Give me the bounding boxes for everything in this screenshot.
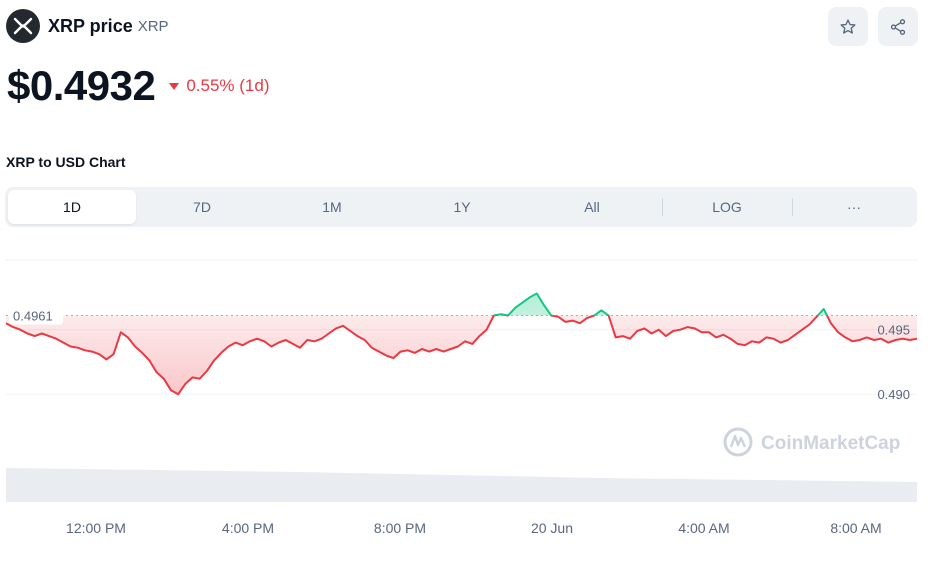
star-icon (840, 18, 856, 34)
y-tick-label: 0.495 (877, 323, 910, 338)
price-line-down (5, 315, 918, 396)
share-icon (890, 18, 906, 35)
tab-1d[interactable]: 1D (8, 190, 136, 224)
coin-symbol: XRP (137, 17, 169, 35)
price-lines (5, 292, 918, 396)
coinmarketcap-logo-icon (723, 427, 753, 457)
price-chart[interactable]: CoinMarketCap 0.4961 0.495 0.490 12:00 PM… (0, 250, 930, 565)
chart-range-tabs: 1D 7D 1M 1Y All LOG ··· (5, 187, 917, 227)
coinmarketcap-watermark: CoinMarketCap (723, 427, 900, 457)
watermark-text: CoinMarketCap (761, 433, 900, 454)
caret-down-icon (169, 82, 180, 90)
chart-fill-areas (6, 293, 917, 395)
price-change-text: 0.55% (1d) (186, 76, 270, 95)
tab-divider (662, 198, 663, 216)
log-scale-button[interactable]: LOG (712, 199, 742, 215)
more-options-button[interactable]: ··· (847, 199, 861, 215)
tab-1y[interactable]: 1Y (453, 199, 471, 215)
reference-label-text: 0.4961 (13, 309, 53, 324)
y-axis-labels: 0.495 0.490 (877, 323, 910, 403)
tab-1m[interactable]: 1M (322, 199, 342, 215)
coin-header: XRP price XRP (6, 8, 169, 44)
price-change: 0.55% (1d) (169, 76, 270, 96)
x-axis-labels: 12:00 PM 4:00 PM 8:00 PM 20 Jun 4:00 AM 8:00 … (66, 520, 882, 536)
watchlist-star-button[interactable] (828, 7, 868, 46)
tab-divider (792, 198, 793, 216)
x-tick-label: 4:00 PM (222, 520, 274, 536)
tab-7d[interactable]: 7D (193, 199, 211, 215)
x-tick-label: 8:00 AM (830, 520, 881, 536)
below-reference-fill (6, 315, 917, 395)
current-price: $0.4932 (7, 62, 156, 109)
volume-area (6, 468, 917, 502)
chart-title: XRP to USD Chart (6, 154, 126, 170)
xrp-logo-icon (6, 9, 40, 43)
share-button[interactable] (878, 7, 918, 46)
reference-price-label: 0.4961 (9, 306, 63, 325)
coin-name: XRP price (48, 15, 133, 36)
price-row: $0.4932 0.55% (1d) (7, 62, 270, 110)
x-tick-label: 4:00 AM (678, 520, 729, 536)
x-tick-label: 8:00 PM (374, 520, 426, 536)
x-tick-label: 20 Jun (531, 520, 573, 536)
tab-all[interactable]: All (584, 199, 600, 215)
x-tick-label: 12:00 PM (66, 520, 126, 536)
y-tick-label: 0.490 (877, 387, 910, 402)
